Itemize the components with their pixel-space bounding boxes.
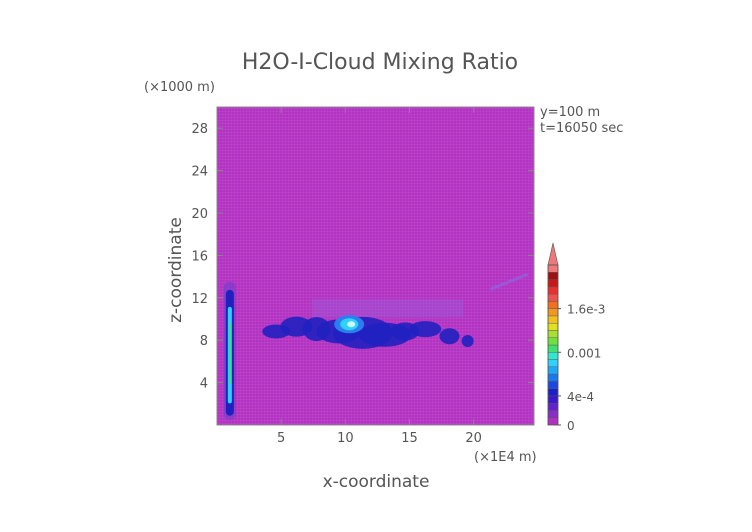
x-tick-label: 10 (337, 431, 354, 446)
column-core (228, 321, 231, 384)
colorbar-tick-label: 4e-4 (567, 390, 594, 404)
colorbar-segment (547, 301, 559, 309)
colorbar: 0 4e-4 0.001 1.6e-3 (547, 242, 605, 433)
colorbar-segment (547, 373, 559, 382)
colorbar-segment (547, 279, 559, 288)
colorbar-extend-arrow (547, 242, 559, 266)
colorbar-segment (547, 337, 559, 346)
info-t: t=16050 sec (540, 121, 623, 136)
y-tick-label: 12 (191, 292, 208, 307)
colorbar-segment (547, 395, 559, 404)
colorbar-segment (547, 388, 559, 397)
chart-title: H2O-I-Cloud Mixing Ratio (242, 50, 518, 75)
colorbar-frame (547, 264, 559, 426)
colorbar-tick-label: 0 (567, 419, 575, 433)
colorbar-segment (547, 264, 559, 273)
plot-background (217, 107, 534, 425)
y-axis: 4 8 12 16 20 24 28 (191, 122, 534, 392)
plot-area: 5 10 15 20 4 8 12 16 20 24 28 (191, 106, 535, 446)
y-tick-label: 24 (191, 165, 208, 180)
colorbar-tick-label: 0.001 (567, 346, 601, 360)
colorbar-tick-label: 1.6e-3 (567, 303, 605, 317)
y-tick-label: 4 (200, 377, 208, 392)
colorbar-segment (547, 293, 559, 302)
colorbar-segment (547, 272, 559, 280)
colorbar-segment (547, 330, 559, 338)
cloud-haze (312, 299, 464, 318)
colorbar-segment (547, 322, 559, 331)
plot-frame (216, 106, 535, 426)
x-tick-label: 5 (277, 431, 285, 446)
colorbar-segment (547, 381, 559, 389)
cloud-features (223, 273, 529, 420)
colorbar-segment (547, 315, 559, 324)
y-tick-label: 16 (191, 249, 208, 264)
y-tick-label: 20 (191, 207, 208, 222)
cloud-blob (439, 328, 460, 345)
x-tick-label: 15 (401, 431, 418, 446)
colorbar-segment (547, 366, 559, 375)
cloud-blob (461, 334, 474, 347)
y-tick-label: 28 (191, 122, 208, 137)
x-axis: 5 10 15 20 (277, 107, 482, 446)
colorbar-segment (547, 308, 559, 317)
cloud-streak (489, 273, 529, 291)
colorbar-segment (547, 286, 559, 295)
colorbar-segment (547, 352, 559, 360)
colorbar-segment (547, 417, 559, 426)
colorbar-segment (547, 410, 559, 418)
info-y: y=100 m (540, 105, 600, 120)
colorbar-segment (547, 344, 559, 353)
y-tick-label: 8 (200, 334, 208, 349)
colorbar-segment (547, 402, 559, 411)
x-tick-label: 20 (465, 431, 482, 446)
core-peak (347, 321, 356, 328)
colorbar-segment (547, 359, 559, 368)
x-axis-label: x-coordinate (323, 472, 430, 492)
y-unit-label: (×1000 m) (144, 80, 215, 95)
x-unit-label: (×1E4 m) (474, 450, 537, 465)
cloud-blob (409, 321, 442, 338)
y-axis-label: z-coordinate (166, 217, 186, 323)
